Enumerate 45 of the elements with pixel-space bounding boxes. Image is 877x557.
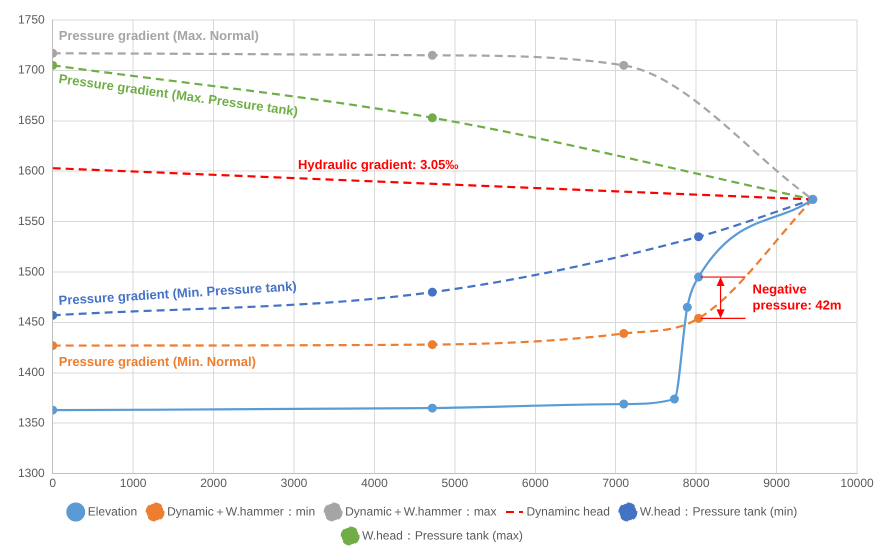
- y-tick-label: 1600: [18, 164, 46, 178]
- y-tick-label: 1450: [18, 314, 46, 329]
- point: [428, 288, 437, 297]
- x-tick-label: 5000: [441, 476, 469, 490]
- legend-label: Elevation: [88, 504, 138, 518]
- legend-label: Dynaminc head: [526, 504, 610, 518]
- point: [682, 302, 692, 312]
- x-tick-label: 9000: [763, 476, 790, 490]
- y-tick-label: 1550: [18, 214, 46, 228]
- y-tick-label: 1400: [18, 365, 46, 380]
- annotation: Negative pressure: 42m: [752, 281, 842, 312]
- x-tick-label: 1000: [120, 476, 147, 490]
- annotation: Pressure gradient (Min. Pressure tank): [58, 278, 298, 308]
- x-tick-label: 0: [49, 476, 56, 490]
- y-tick-label: 1750: [18, 12, 46, 26]
- point: [619, 60, 628, 70]
- point: [428, 50, 437, 60]
- point: [428, 340, 437, 350]
- x-tick-label: 4000: [361, 476, 388, 490]
- point: [428, 404, 437, 413]
- legend-label: W.head：Pressure tank (min): [640, 504, 798, 518]
- y-tick-label: 1300: [18, 466, 46, 480]
- x-tick-label: 8000: [682, 476, 710, 490]
- x-tick-label: 6000: [522, 476, 549, 490]
- y-tick-label: 1350: [18, 416, 46, 430]
- x-tick-label: 2000: [200, 476, 228, 490]
- annotation: Pressure gradient (Max. Pressure tank): [58, 71, 299, 119]
- point: [694, 272, 704, 282]
- annotation: Hydraulic gradient: 3.05‰: [298, 156, 458, 172]
- point: [619, 400, 628, 409]
- point: [694, 314, 704, 323]
- legend-label: Dynamic＋W.hammer：min: [167, 504, 316, 518]
- point: [619, 328, 628, 338]
- x-tick-label: 7000: [602, 476, 630, 490]
- legend-label: Dynamic＋W.hammer：max: [345, 504, 496, 518]
- point: [670, 394, 679, 404]
- y-tick-label: 1700: [18, 62, 46, 77]
- annotation: Pressure gradient (Min. Normal): [58, 354, 256, 370]
- legend-label: W.head：Pressure tank (max): [362, 528, 523, 542]
- x-tick-label: 3000: [280, 476, 308, 490]
- x-tick-label: 10000: [840, 476, 874, 490]
- y-tick-label: 1500: [18, 264, 46, 278]
- y-tick-label: 1650: [18, 113, 46, 128]
- point: [694, 232, 704, 242]
- annotation: Pressure gradient (Max. Normal): [58, 28, 259, 43]
